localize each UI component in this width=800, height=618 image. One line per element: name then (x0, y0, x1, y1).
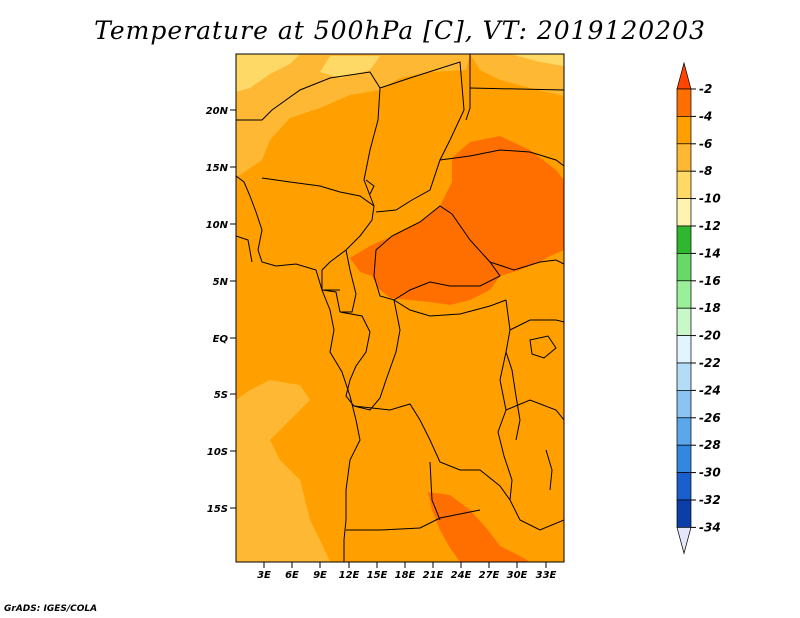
lat-label: 10N (206, 220, 229, 231)
border-mozambique (509, 499, 564, 531)
border-angola-south (346, 509, 481, 531)
colorbar-bottom-arrow (676, 527, 692, 555)
colorbar-label: -4 (699, 109, 712, 123)
border-west-small (236, 235, 253, 263)
border-zambia-south (429, 461, 441, 521)
lake-victoria (529, 335, 557, 359)
border-car (373, 205, 501, 301)
temperature-map (236, 54, 564, 562)
border-uganda (509, 319, 564, 331)
colorbar-label: -14 (699, 246, 721, 260)
colorbar-swatch (676, 417, 692, 446)
lon-label: 12E (339, 570, 360, 581)
border-ss-south (489, 259, 564, 271)
lake-chad (365, 179, 375, 195)
lon-label: 9E (313, 570, 327, 581)
colorbar-label: -26 (699, 411, 721, 425)
lon-label: 24E (451, 570, 472, 581)
colorbar-swatch (676, 116, 692, 145)
temp-region-pale-nw (236, 54, 300, 92)
colorbar-label: -16 (699, 274, 721, 288)
lon-label: 30E (507, 570, 528, 581)
colorbar-label: -24 (699, 383, 721, 397)
chart-title: Temperature at 500hPa [C], VT: 201912020… (94, 16, 706, 45)
lon-label: 33E (536, 570, 557, 581)
colorbar-swatch (676, 170, 692, 199)
colorbar-label: -6 (699, 137, 712, 151)
border-sudan-south (439, 149, 564, 167)
lat-label: 5S (214, 390, 228, 401)
temp-region-light-west (236, 54, 470, 176)
longitude-axis: 3E 6E 9E 12E 15E 18E 21E 24E 27E 30E 33E (257, 562, 557, 581)
colorbar-label: -8 (699, 164, 712, 178)
colorbar-label: -28 (699, 438, 721, 452)
map-frame (235, 53, 565, 563)
lon-label: 3E (257, 570, 271, 581)
lat-label: EQ (213, 334, 229, 345)
colorbar-swatch (676, 362, 692, 391)
colorbar-swatch (676, 88, 692, 117)
border-drc-north (393, 299, 507, 317)
lake-malawi (545, 449, 553, 491)
colorbar-label: -30 (699, 466, 721, 480)
grads-credit: GrADS: IGES/COLA (4, 604, 98, 614)
colorbar-label: -10 (699, 192, 721, 206)
temp-region-pale-nw2 (320, 56, 380, 78)
border-gabon (321, 270, 341, 313)
colorbar-swatch (676, 143, 692, 172)
country-borders (236, 54, 564, 562)
colorbar-label: -12 (699, 219, 721, 233)
colorbar-label: -22 (699, 356, 721, 370)
temp-region-light-ne (470, 54, 564, 96)
colorbar: -2 -4 -6 -8 -10 -12 -14 -16 -18 -20 -22 -24 -26 -28 -3… (676, 61, 721, 555)
lon-label: 27E (479, 570, 500, 581)
temp-region-light-southwest (236, 380, 330, 562)
temp-region-pale-ne (510, 54, 564, 66)
border-drc-south (353, 403, 511, 501)
lat-label: 20N (206, 106, 229, 117)
lon-label: 6E (285, 570, 299, 581)
colorbar-swatch (676, 225, 692, 254)
lat-label: 15S (207, 504, 228, 515)
lon-label: 15E (367, 570, 388, 581)
colorbar-label: -2 (699, 82, 712, 96)
colorbar-swatch (676, 335, 692, 364)
border-cameroon (340, 249, 357, 313)
temp-region-dark-south (428, 492, 530, 562)
lat-label: 5N (213, 277, 229, 288)
lat-label: 15N (206, 163, 229, 174)
border-niger-chad (236, 71, 381, 207)
colorbar-label: -32 (699, 493, 721, 507)
border-egypt-south (469, 87, 564, 91)
colorbar-label: -18 (699, 301, 721, 315)
lat-label: 10S (207, 447, 228, 458)
colorbar-label: -20 (699, 329, 721, 343)
colorbar-swatch (676, 198, 692, 227)
colorbar-label: -34 (699, 520, 721, 534)
lon-label: 18E (395, 570, 416, 581)
border-sudan-egypt (465, 54, 471, 121)
latitude-axis: 20N 15N 10N 5N EQ 5S 10S 15S (206, 106, 236, 515)
colorbar-top-arrow (676, 61, 692, 90)
colorbar-swatch (676, 472, 692, 501)
border-chad-east (375, 61, 465, 213)
lake-tanganyika (505, 351, 521, 441)
lon-label: 21E (423, 570, 444, 581)
colorbar-swatch (676, 499, 692, 528)
colorbar-swatch (676, 253, 692, 282)
border-congo (339, 299, 401, 411)
colorbar-swatch (676, 307, 692, 336)
coastline-west (236, 175, 361, 562)
colorbar-swatch (676, 280, 692, 309)
colorbar-swatch (676, 390, 692, 419)
colorbar-swatch (676, 444, 692, 473)
